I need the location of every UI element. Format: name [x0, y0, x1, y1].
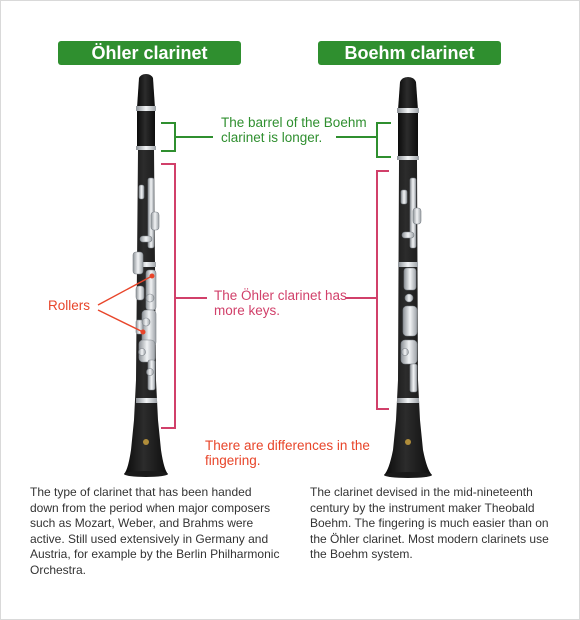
ohler-clarinet [124, 74, 168, 477]
boehm-barrel-bracket [376, 122, 391, 158]
ohler-barrel [137, 111, 155, 147]
rollers-label: Rollers [48, 298, 91, 313]
barrel-callout: The barrel of the Boehm clarinet is long… [221, 115, 367, 145]
barrel-brackets [161, 122, 391, 158]
ohler-barrel-bracket [161, 122, 176, 152]
boehm-clarinet [384, 77, 432, 478]
ohler-keys-bracket [161, 163, 176, 429]
boehm-keys-bracket [376, 170, 389, 410]
boehm-ligature-ring [397, 108, 419, 113]
boehm-barrel [398, 113, 418, 157]
roller-pointers [97, 273, 155, 335]
key-brackets [161, 163, 389, 429]
fingering-callout: There are differences in the fingering. [205, 438, 370, 468]
ohler-heading: Öhler clarinet [58, 41, 241, 65]
boehm-mouthpiece [398, 77, 418, 110]
boehm-description: The clarinet devised in the mid-nineteen… [310, 485, 549, 561]
keys-callout: The Öhler clarinet has more keys. [214, 288, 347, 318]
ohler-description: The type of clarinet that has been hande… [30, 485, 280, 577]
ohler-ligature-ring [136, 106, 156, 111]
ohler-mouthpiece [137, 74, 155, 108]
boehm-heading: Boehm clarinet [318, 41, 501, 65]
